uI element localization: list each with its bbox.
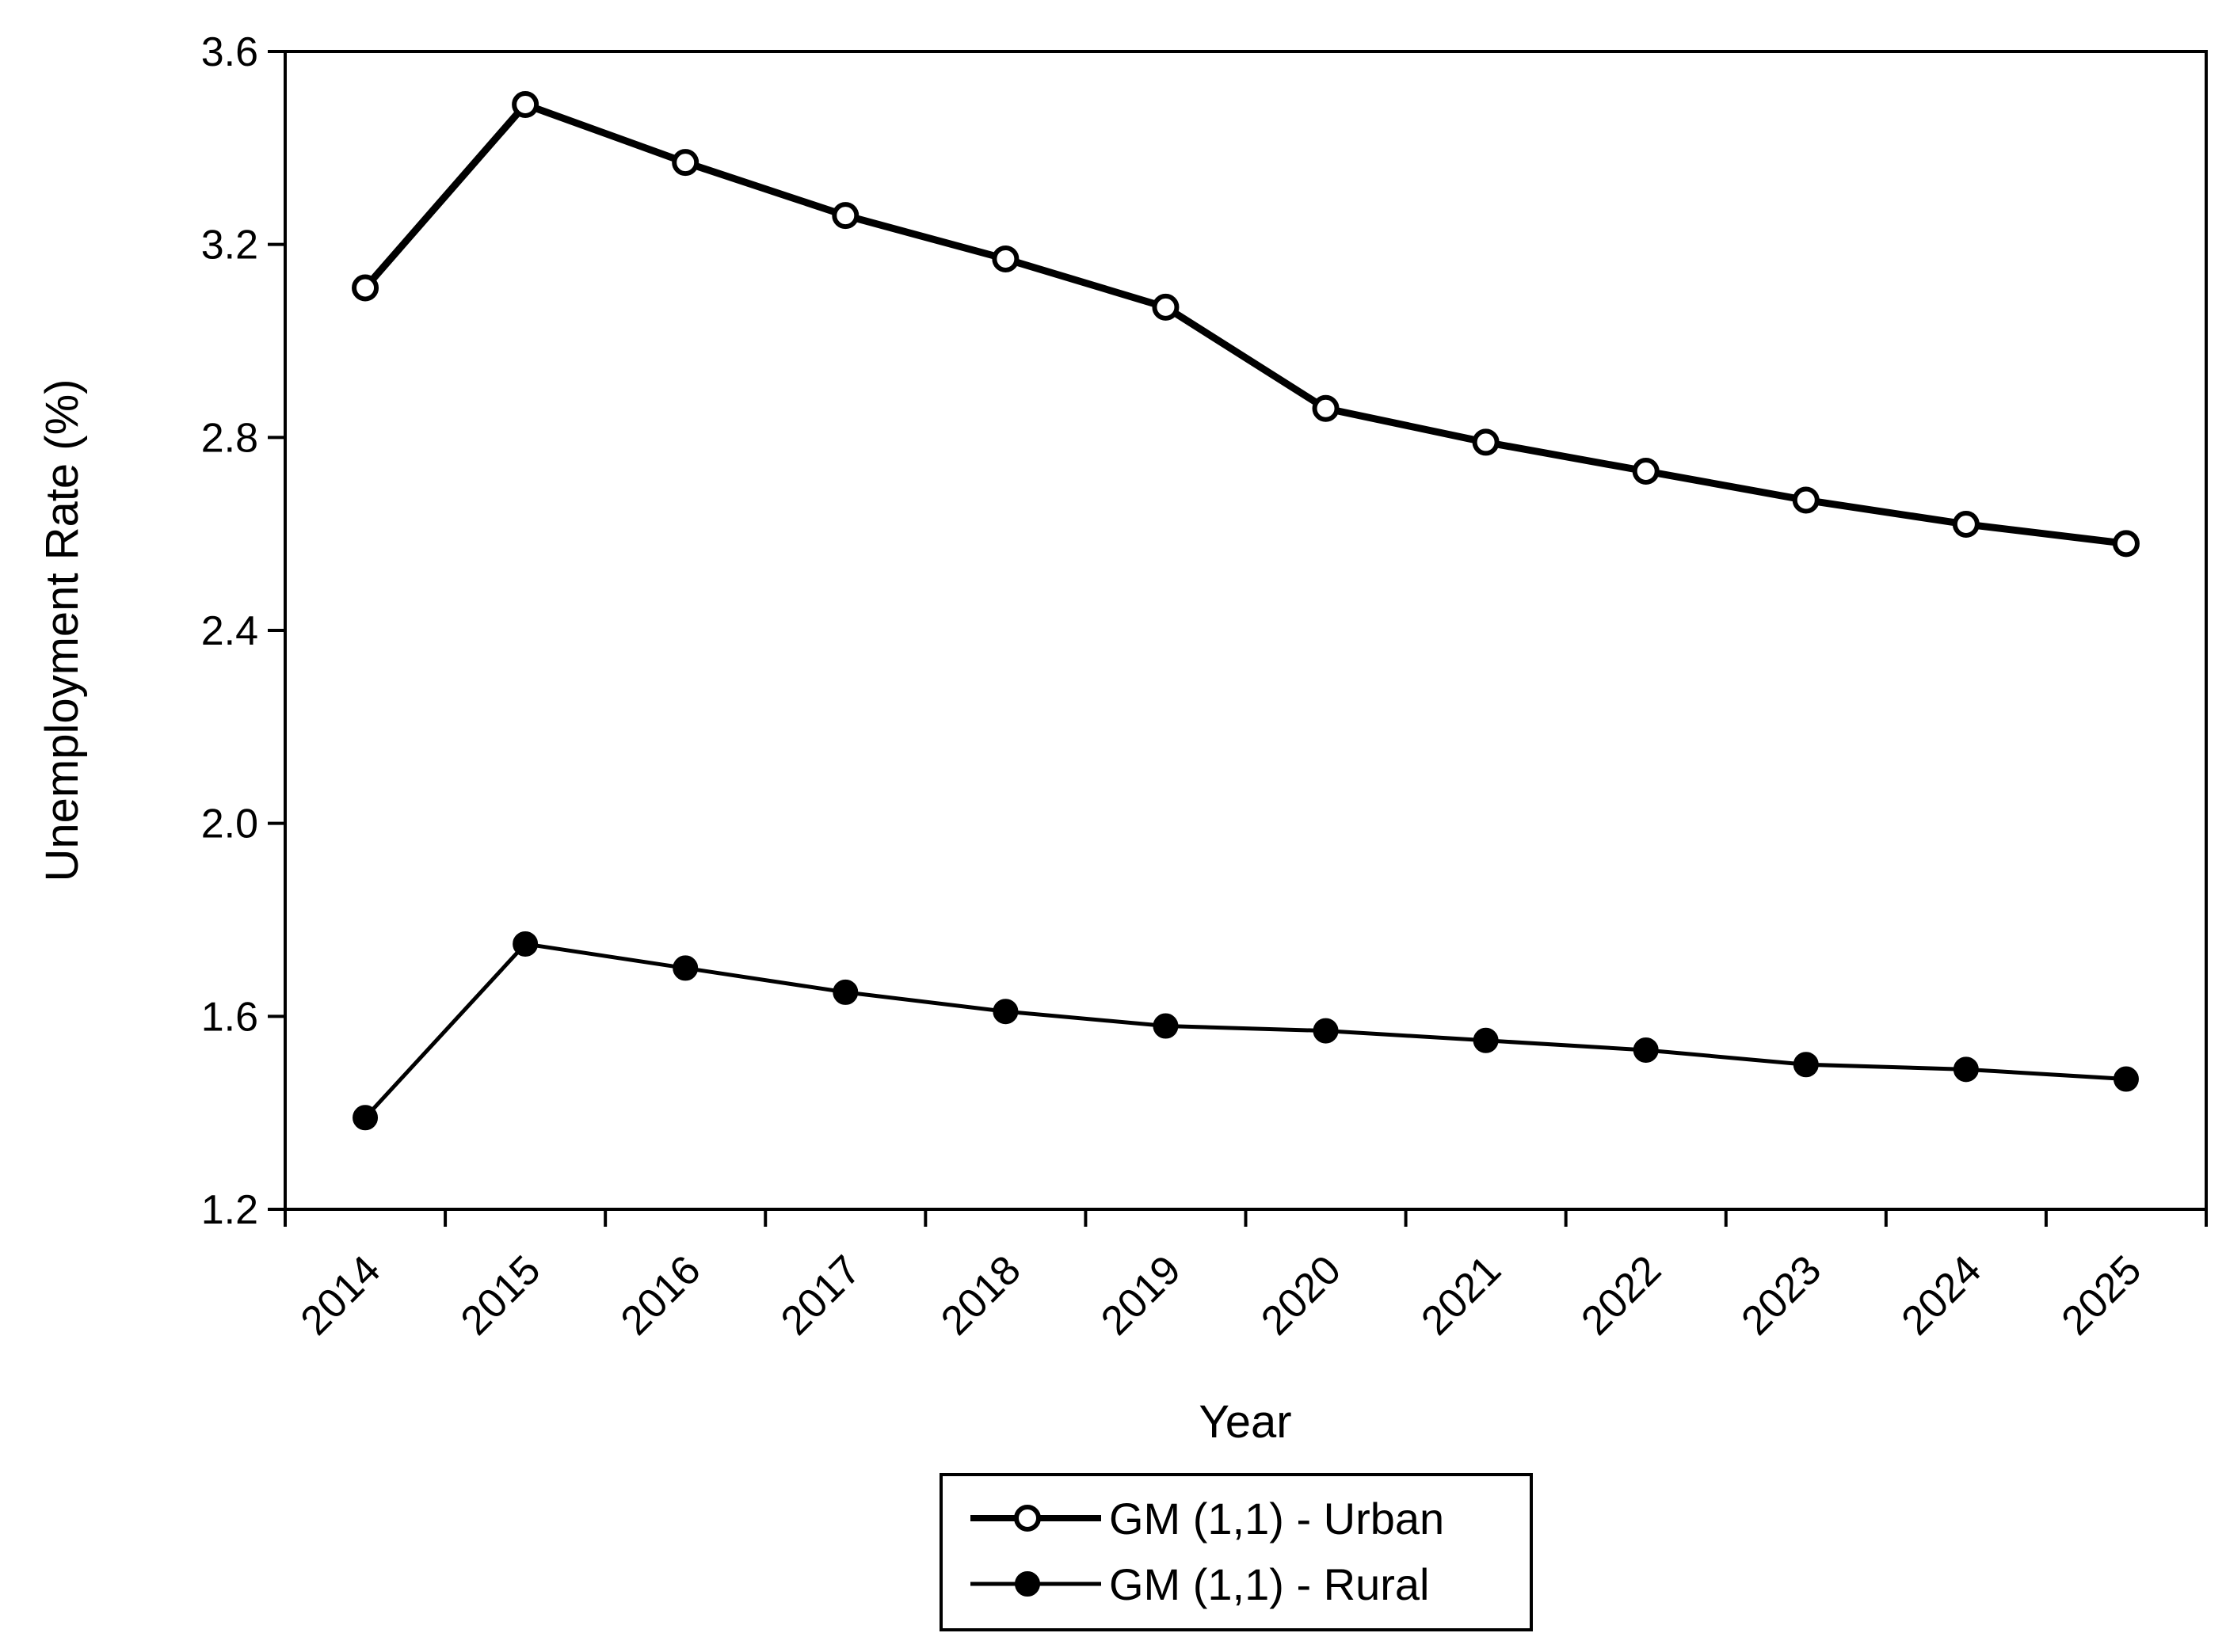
y-tick-label: 2.8 <box>201 415 258 461</box>
x-axis: 2014 2015 2016 2017 2018 2019 2020 2021 2022 2023… <box>284 1209 2208 1344</box>
x-tick-label: 2024 <box>1893 1247 1991 1344</box>
y-tick-label: 1.2 <box>201 1187 258 1233</box>
data-point <box>1952 510 1980 538</box>
series-rural <box>353 931 2139 1131</box>
series-urban <box>352 91 2140 558</box>
data-point <box>1152 293 1180 321</box>
y-axis: 1.2 1.6 2.0 2.4 2.8 3.2 3.6 <box>201 29 285 1233</box>
legend-entry-rural: GM (1,1) - Rural <box>970 1559 1430 1609</box>
y-tick-label: 3.2 <box>201 223 258 268</box>
data-point <box>1473 1027 1499 1053</box>
data-point <box>512 91 539 119</box>
data-point <box>672 149 699 177</box>
x-tick-label: 2025 <box>2053 1247 2151 1344</box>
data-point <box>992 245 1020 272</box>
series-layer <box>352 91 2140 1131</box>
data-point <box>833 979 859 1005</box>
x-tick-label: 2022 <box>1572 1247 1670 1344</box>
x-tick-label: 2018 <box>932 1247 1030 1344</box>
series-line <box>362 101 2127 547</box>
legend-marker-filled-circle <box>1015 1571 1040 1597</box>
data-point <box>832 202 860 230</box>
data-point <box>1153 1013 1179 1039</box>
legend-marker-open-circle <box>1014 1505 1041 1532</box>
data-point <box>1953 1056 1979 1083</box>
x-tick-label: 2015 <box>452 1247 550 1344</box>
y-axis-title: Unemployment Rate (%) <box>36 379 88 882</box>
y-tick-label: 2.4 <box>201 608 258 654</box>
data-point <box>1792 486 1820 514</box>
y-tick-label: 3.6 <box>201 29 258 75</box>
x-tick-label: 2019 <box>1092 1247 1190 1344</box>
data-point <box>993 999 1019 1025</box>
data-point <box>673 955 699 981</box>
data-point <box>1313 1018 1339 1044</box>
data-point <box>1632 457 1660 485</box>
series-line <box>364 942 2127 1119</box>
x-tick-label: 2014 <box>292 1247 390 1344</box>
x-tick-label: 2023 <box>1732 1247 1830 1344</box>
y-tick-label: 2.0 <box>201 801 258 847</box>
x-tick-label: 2017 <box>772 1247 870 1344</box>
x-tick-label: 2021 <box>1412 1247 1510 1344</box>
data-point <box>1793 1052 1819 1078</box>
data-point <box>513 931 539 957</box>
y-tick-label: 1.6 <box>201 994 258 1040</box>
legend-box <box>940 1473 1533 1631</box>
x-tick-label: 2016 <box>612 1247 710 1344</box>
x-tick-label: 2020 <box>1252 1247 1350 1344</box>
legend: GM (1,1) - Urban GM (1,1) - Rural <box>940 1473 1533 1631</box>
legend-label-urban: GM (1,1) - Urban <box>1109 1494 1444 1544</box>
data-point <box>1633 1037 1659 1063</box>
x-axis-title: Year <box>1199 1396 1291 1448</box>
data-point <box>353 1105 379 1131</box>
data-point <box>1472 428 1500 456</box>
data-point <box>352 274 379 302</box>
plot-frame <box>284 50 2208 1211</box>
data-point <box>1312 394 1340 422</box>
legend-entry-urban: GM (1,1) - Urban <box>970 1494 1444 1544</box>
data-point <box>2112 530 2140 558</box>
data-point <box>2113 1066 2139 1092</box>
legend-label-rural: GM (1,1) - Rural <box>1109 1559 1430 1609</box>
